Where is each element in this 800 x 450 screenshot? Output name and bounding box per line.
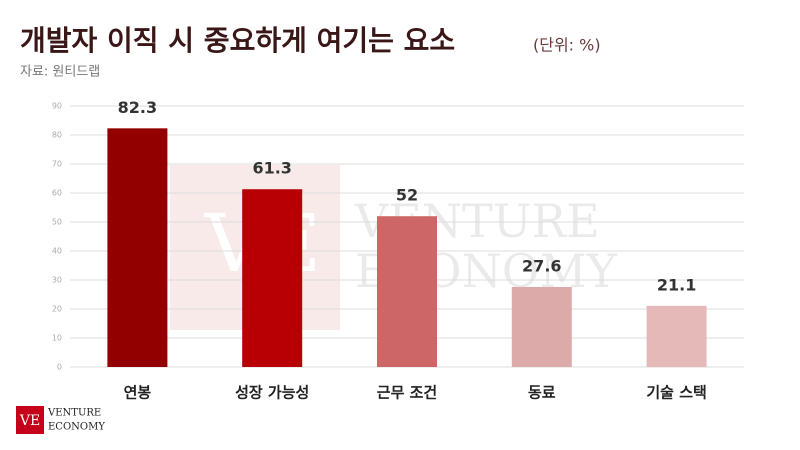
y-tick-label: 70 [52,160,62,169]
y-tick-label: 80 [52,131,62,140]
x-tick-label: 기술 스택 [646,384,706,402]
logo-line1: VENTURE [47,408,101,419]
logo: VE VENTURE ECONOMY [16,406,105,434]
value-label: 27.6 [522,256,561,275]
bar [242,189,303,367]
chart-title: 개발자 이직 시 중요하게 여기는 요소 [20,24,455,57]
bar [377,216,437,367]
value-label: 52 [396,186,418,205]
x-tick-label: 동료 [528,384,556,402]
y-tick-label: 10 [52,334,62,343]
unit-note: (단위: %) [533,36,601,55]
value-label: 21.1 [657,275,696,294]
y-tick-label: 20 [52,305,62,314]
source: 자료: 원티드랩 [20,65,100,80]
bar [511,286,572,367]
y-tick-label: 60 [52,189,62,198]
y-tick-label: 30 [52,276,62,285]
y-tick-label: 50 [52,218,62,227]
x-tick-label: 연봉 [124,384,152,402]
logo-box [16,406,44,434]
bar [107,128,168,367]
value-label: 82.3 [118,98,157,117]
logo-line2: ECONOMY [48,422,105,433]
y-tick-label: 40 [52,247,62,256]
y-tick-label: 90 [52,102,62,111]
x-tick-label: 성장 가능성 [235,384,309,402]
x-tick-label: 근무 조건 [377,384,437,402]
bar [646,305,707,367]
y-tick-label: 0 [57,363,62,372]
logo-mark: VE [19,413,40,429]
value-label: 61.3 [252,159,291,178]
